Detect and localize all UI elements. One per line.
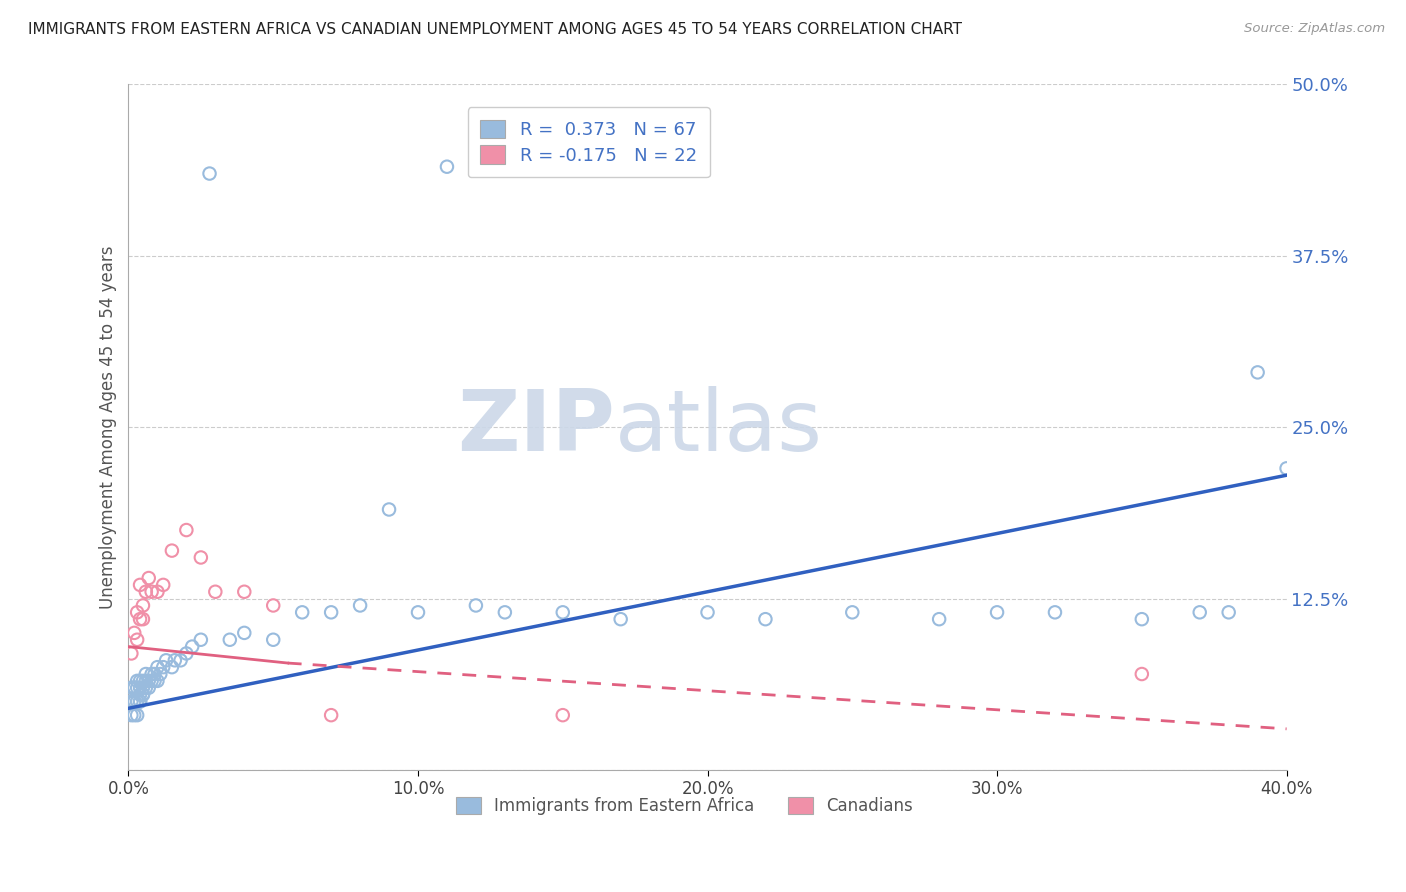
Point — [464, 599, 486, 613]
Point — [143, 673, 166, 688]
Point — [127, 681, 149, 695]
Point — [160, 660, 183, 674]
Point — [122, 708, 145, 723]
Point — [176, 523, 198, 537]
Point — [120, 647, 142, 661]
Point — [146, 673, 169, 688]
Point — [551, 708, 574, 723]
Point — [378, 502, 401, 516]
Point — [146, 660, 169, 674]
Point — [122, 681, 145, 695]
Point — [233, 584, 256, 599]
Point — [262, 599, 284, 613]
Point — [127, 694, 149, 708]
Point — [129, 688, 152, 702]
Point — [321, 605, 343, 619]
Point — [138, 673, 160, 688]
Point — [138, 571, 160, 585]
Point — [135, 584, 157, 599]
Point — [122, 626, 145, 640]
Point — [406, 605, 429, 619]
Point — [132, 688, 155, 702]
Point — [127, 605, 149, 619]
Point — [122, 694, 145, 708]
Point — [160, 543, 183, 558]
Point — [138, 681, 160, 695]
Point — [1130, 612, 1153, 626]
Point — [1043, 605, 1066, 619]
Point — [149, 667, 172, 681]
Point — [127, 673, 149, 688]
Point — [176, 647, 198, 661]
Text: Source: ZipAtlas.com: Source: ZipAtlas.com — [1244, 22, 1385, 36]
Point — [204, 584, 226, 599]
Point — [754, 612, 776, 626]
Point — [152, 578, 174, 592]
Point — [233, 626, 256, 640]
Text: IMMIGRANTS FROM EASTERN AFRICA VS CANADIAN UNEMPLOYMENT AMONG AGES 45 TO 54 YEAR: IMMIGRANTS FROM EASTERN AFRICA VS CANADI… — [28, 22, 962, 37]
Point — [262, 632, 284, 647]
Point — [169, 653, 191, 667]
Point — [551, 605, 574, 619]
Point — [120, 694, 142, 708]
Point — [143, 667, 166, 681]
Point — [190, 550, 212, 565]
Point — [141, 667, 163, 681]
Point — [1188, 605, 1211, 619]
Point — [163, 653, 186, 667]
Point — [494, 605, 516, 619]
Point — [122, 694, 145, 708]
Point — [127, 708, 149, 723]
Point — [129, 694, 152, 708]
Legend: Immigrants from Eastern Africa, Canadians: Immigrants from Eastern Africa, Canadian… — [447, 789, 921, 823]
Point — [132, 673, 155, 688]
Point — [129, 694, 152, 708]
Y-axis label: Unemployment Among Ages 45 to 54 years: Unemployment Among Ages 45 to 54 years — [100, 245, 117, 609]
Point — [141, 673, 163, 688]
Point — [127, 694, 149, 708]
Point — [841, 605, 863, 619]
Point — [1275, 461, 1298, 475]
Point — [129, 681, 152, 695]
Point — [155, 653, 177, 667]
Text: atlas: atlas — [614, 385, 823, 468]
Point — [129, 612, 152, 626]
Point — [132, 681, 155, 695]
Point — [152, 660, 174, 674]
Point — [135, 667, 157, 681]
Point — [190, 632, 212, 647]
Point — [129, 578, 152, 592]
Point — [986, 605, 1008, 619]
Point — [120, 681, 142, 695]
Point — [135, 673, 157, 688]
Point — [132, 599, 155, 613]
Point — [132, 612, 155, 626]
Point — [218, 632, 240, 647]
Point — [141, 584, 163, 599]
Point — [135, 681, 157, 695]
Point — [436, 160, 458, 174]
Point — [132, 688, 155, 702]
Point — [291, 605, 314, 619]
Point — [181, 640, 204, 654]
Point — [609, 612, 631, 626]
Text: ZIP: ZIP — [457, 385, 614, 468]
Point — [129, 673, 152, 688]
Point — [122, 681, 145, 695]
Point — [321, 708, 343, 723]
Point — [696, 605, 718, 619]
Point — [928, 612, 950, 626]
Point — [198, 167, 221, 181]
Point — [1246, 365, 1268, 379]
Point — [146, 584, 169, 599]
Point — [127, 632, 149, 647]
Point — [1218, 605, 1240, 619]
Point — [349, 599, 371, 613]
Point — [1130, 667, 1153, 681]
Point — [120, 708, 142, 723]
